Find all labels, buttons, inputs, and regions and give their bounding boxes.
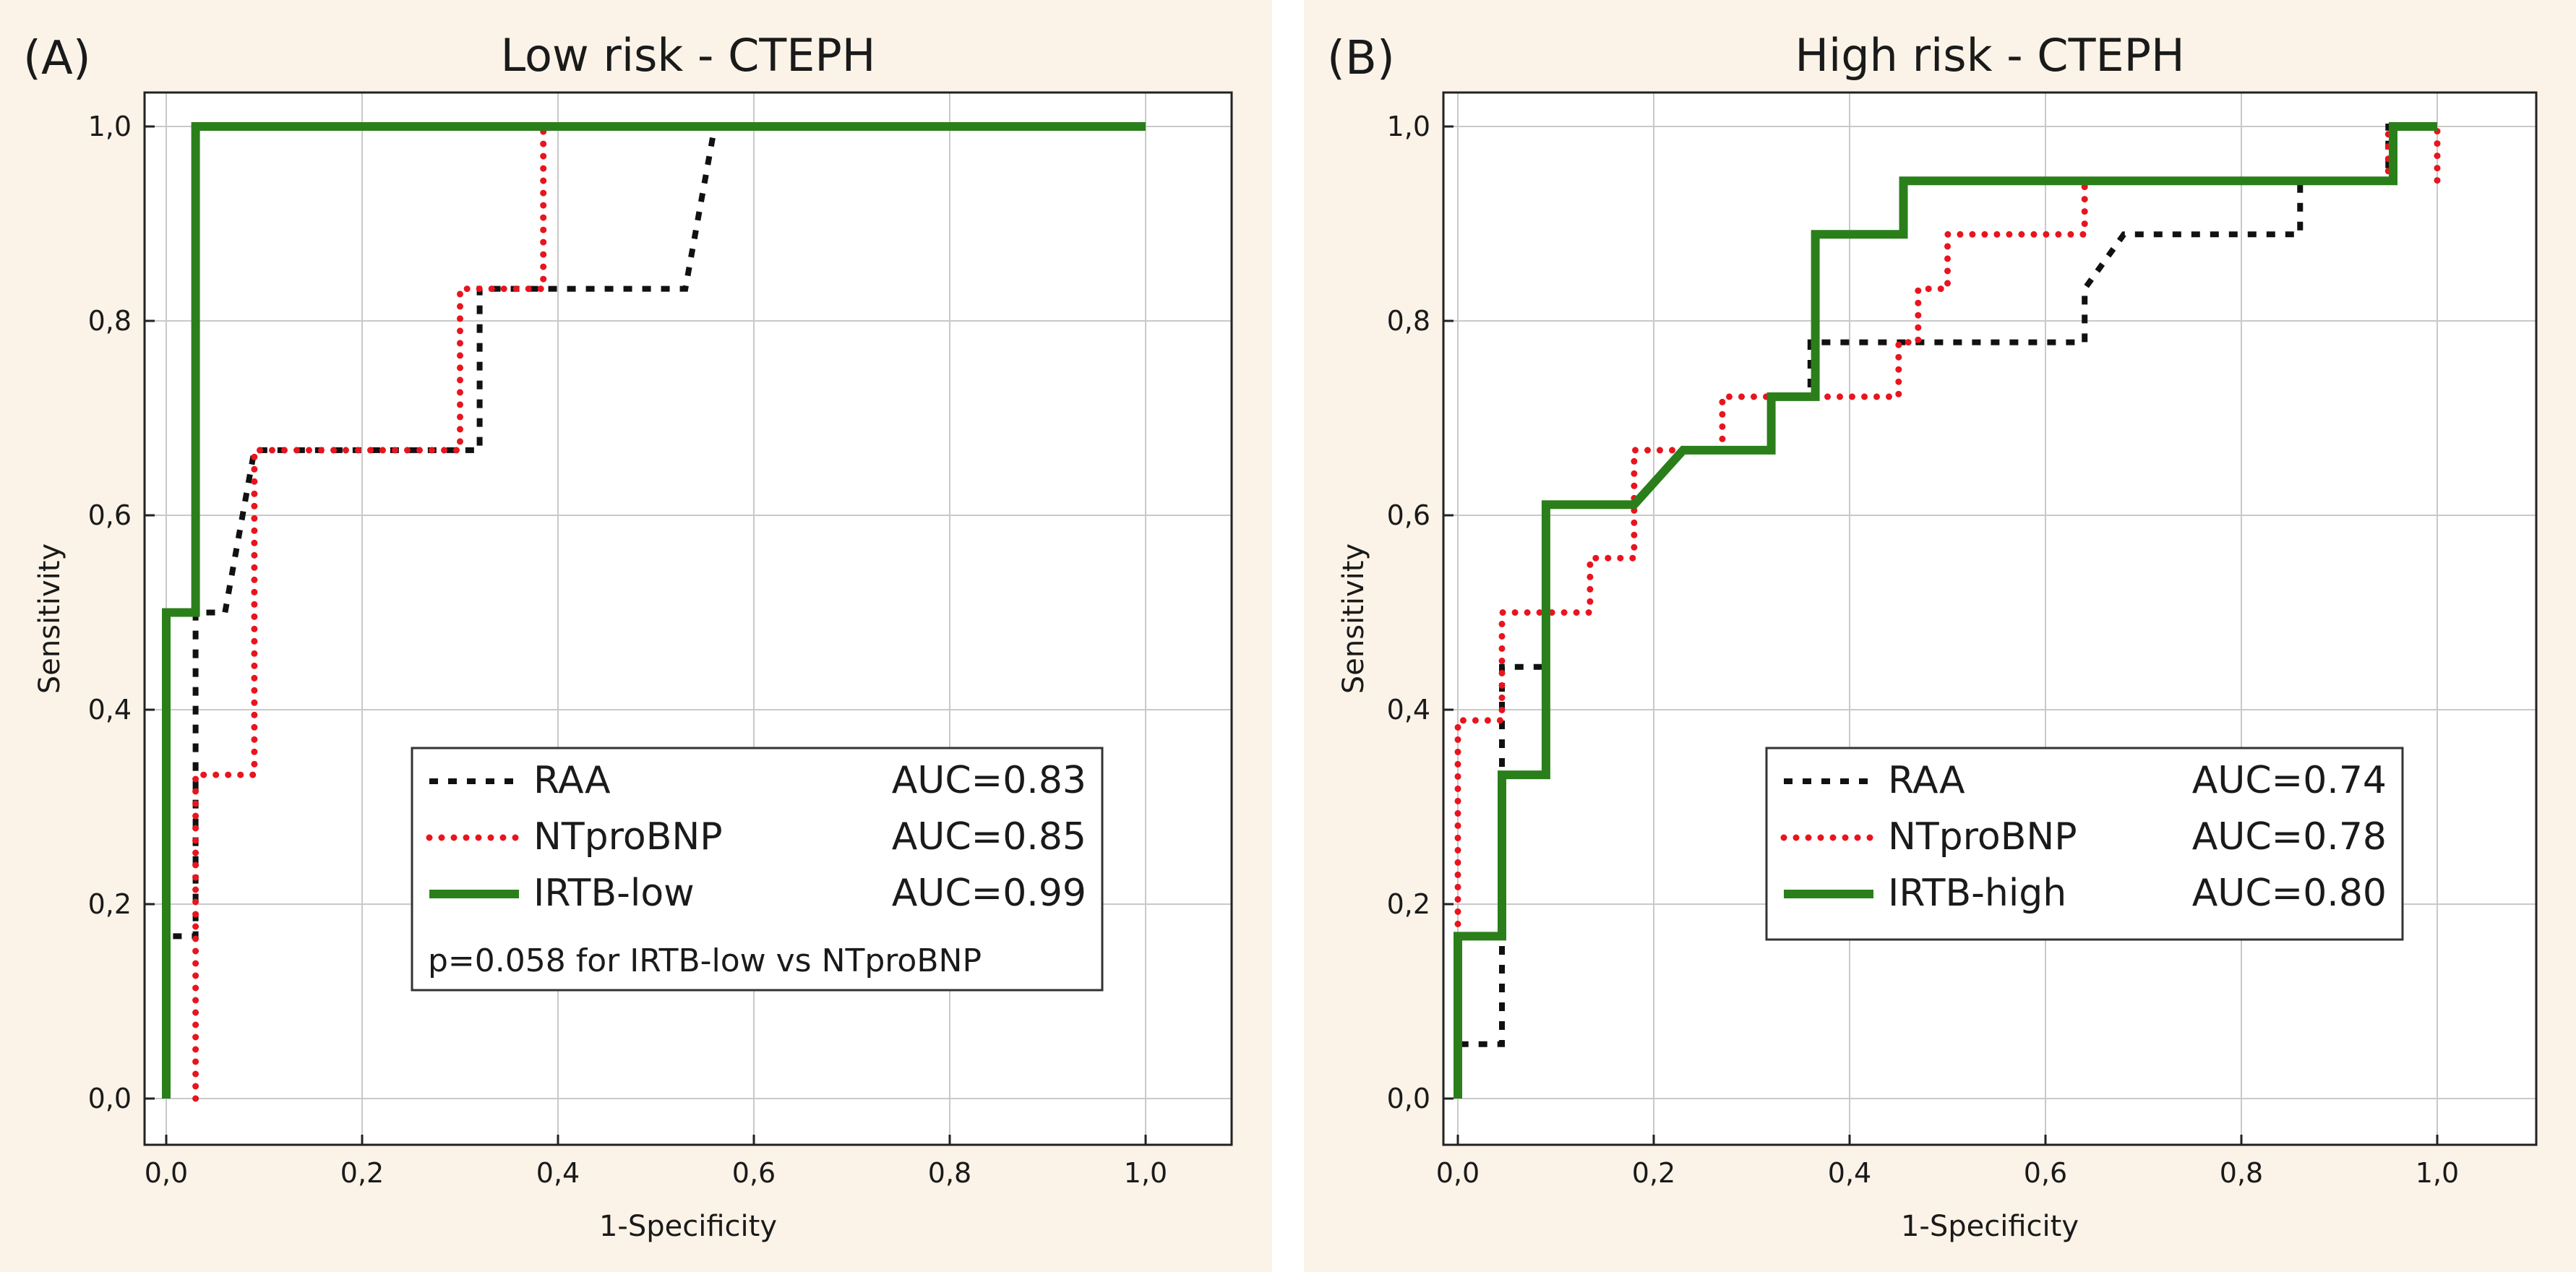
plot-border	[1442, 91, 2538, 1146]
x-axis-label: 1-Specificity	[1901, 1210, 2079, 1243]
y-axis-label: Sensitivity	[33, 543, 66, 694]
y-tick-label: 0,2	[88, 888, 132, 920]
y-tick-label: 0,0	[1387, 1083, 1430, 1114]
y-tick-label: 0,4	[88, 694, 132, 726]
panel-label: (A)	[23, 32, 91, 85]
y-tick-label: 0,8	[1387, 305, 1430, 337]
legend-note: p=0.058 for IRTB-low vs NTproBNP	[428, 942, 982, 979]
x-tick-label: 0,2	[1632, 1157, 1675, 1189]
y-axis-label: Sensitivity	[1337, 543, 1370, 694]
y-tick-label: 1,0	[88, 111, 132, 142]
legend-auc-ntprobnp: AUC=0.78	[2192, 815, 2387, 859]
x-tick-label: 0,0	[1436, 1157, 1480, 1189]
series-line-raa	[1455, 124, 2437, 1099]
series-line-ntprobnp	[192, 123, 1149, 1102]
series-line-ntprobnp	[1454, 123, 2441, 940]
x-axis-label: 1-Specificity	[599, 1210, 777, 1243]
series-line-irtb-high	[1454, 122, 2437, 1099]
chart-title: High risk - CTEPH	[1795, 29, 2184, 82]
legend-label-ntprobnp: NTproBNP	[533, 815, 723, 859]
x-tick-label: 0,4	[1828, 1157, 1871, 1189]
series-line-raa	[163, 124, 1146, 1099]
legend-auc-raa: AUC=0.83	[892, 759, 1086, 802]
legend-auc-irtb-low: AUC=0.99	[892, 872, 1086, 915]
plot-area	[1443, 93, 2536, 1145]
x-tick-label: 1,0	[1124, 1157, 1167, 1189]
x-tick-label: 0,4	[536, 1157, 580, 1189]
y-tick-label: 0,0	[88, 1083, 132, 1114]
y-tick-label: 0,8	[88, 305, 132, 337]
panel-label: (B)	[1327, 32, 1395, 85]
legend-box	[1765, 747, 2404, 941]
y-tick-label: 0,2	[1387, 888, 1430, 920]
roc-chart-low-risk: (A) Low risk - CTEPH 0,0 0,2 0,4 0,6 0,8 1,0 0,0…	[23, 29, 1233, 1243]
legend-label-raa: RAA	[533, 759, 611, 802]
x-tick-label: 0,0	[145, 1157, 188, 1189]
panel-b: (B) High risk - CTEPH 0,0 0,2 0,4 0,6 0,8 1,0 0,…	[1304, 0, 2576, 1272]
y-tick-label: 1,0	[1387, 111, 1430, 142]
series-line-irtb-low	[162, 122, 1146, 1099]
legend-label-irtb-high: IRTB-high	[1888, 872, 2066, 915]
y-tick-label: 0,6	[1387, 499, 1430, 531]
x-tick-label: 0,2	[340, 1157, 384, 1189]
chart-title: Low risk - CTEPH	[501, 29, 876, 82]
legend-label-irtb-low: IRTB-low	[533, 872, 695, 915]
x-tick-label: 1,0	[2416, 1157, 2459, 1189]
x-tick-label: 0,8	[928, 1157, 971, 1189]
y-tick-label: 0,4	[1387, 694, 1430, 726]
x-tick-label: 0,6	[732, 1157, 776, 1189]
panel-a: (A) Low risk - CTEPH 0,0 0,2 0,4 0,6 0,8 1,0 0,0…	[0, 0, 1272, 1272]
legend-auc-raa: AUC=0.74	[2192, 759, 2387, 802]
roc-chart-high-risk: (B) High risk - CTEPH 0,0 0,2 0,4 0,6 0,8 1,0 0,…	[1327, 29, 2538, 1243]
plot-border	[143, 91, 1233, 1146]
legend-auc-ntprobnp: AUC=0.85	[892, 815, 1086, 859]
x-tick-label: 0,8	[2220, 1157, 2263, 1189]
legend-auc-irtb-high: AUC=0.80	[2192, 872, 2387, 915]
legend-box	[411, 747, 1104, 992]
x-tick-label: 0,6	[2024, 1157, 2067, 1189]
legend-label-ntprobnp: NTproBNP	[1888, 815, 2077, 859]
legend-label-raa: RAA	[1888, 759, 1965, 802]
y-tick-label: 0,6	[88, 499, 132, 531]
